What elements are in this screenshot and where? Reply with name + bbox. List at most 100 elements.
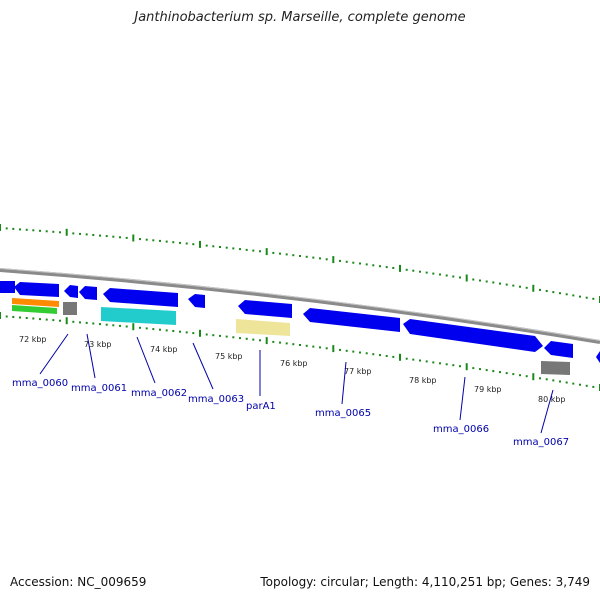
minor-tick (445, 363, 448, 366)
leader-line (459, 376, 466, 421)
minor-tick (85, 321, 88, 324)
leader-line (136, 336, 156, 384)
minor-tick (425, 360, 428, 363)
minor-tick (372, 353, 375, 356)
minor-tick (385, 355, 388, 357)
minor-tick (432, 272, 435, 275)
gene-label-mma-0065[interactable]: mma_0065 (315, 408, 371, 419)
minor-tick (379, 265, 381, 268)
minor-tick (92, 234, 95, 236)
minor-tick (572, 382, 575, 385)
feature-green[interactable] (12, 305, 57, 314)
minor-tick (165, 240, 168, 243)
major-tick (465, 363, 468, 371)
genome-backbone-highlight (0, 268, 600, 341)
minor-tick (512, 284, 515, 287)
gene-arrow[interactable] (188, 294, 205, 308)
minor-tick (299, 255, 301, 257)
minor-tick (585, 296, 588, 299)
gene-label-mma-0066[interactable]: mma_0066 (433, 424, 489, 435)
minor-tick (5, 227, 8, 230)
minor-tick (212, 245, 215, 248)
minor-tick (172, 241, 175, 244)
major-tick (399, 353, 401, 361)
major-tick (65, 317, 68, 325)
minor-tick (285, 342, 288, 345)
minor-tick (339, 259, 341, 262)
minor-tick (32, 317, 35, 320)
feature-gray[interactable] (63, 302, 77, 315)
gene-arrow[interactable] (238, 300, 292, 318)
gene-arrow[interactable] (14, 282, 59, 297)
major-tick (65, 228, 68, 236)
feature-orange[interactable] (12, 298, 59, 307)
gene-arrows (0, 281, 600, 363)
minor-tick (392, 267, 395, 269)
minor-tick (145, 238, 148, 241)
minor-tick (485, 280, 488, 283)
gene-leader-lines (39, 333, 554, 434)
minor-tick (459, 365, 461, 368)
kbp-label: 73 kbp (84, 340, 112, 349)
minor-tick (505, 372, 508, 375)
leader-line (86, 333, 96, 379)
minor-tick (579, 383, 581, 386)
feature-yellow[interactable] (236, 319, 290, 336)
gene-arrow[interactable] (103, 288, 178, 307)
minor-tick (192, 332, 195, 335)
minor-tick (579, 295, 581, 298)
minor-tick (45, 318, 48, 321)
feature-gray[interactable] (541, 361, 570, 375)
minor-tick (305, 255, 308, 258)
minor-tick (99, 234, 101, 237)
minor-tick (112, 235, 115, 238)
minor-tick (425, 271, 428, 274)
minor-tick (205, 244, 208, 247)
minor-tick (152, 239, 155, 242)
minor-tick (205, 333, 208, 336)
minor-tick (12, 316, 15, 318)
minor-tick (445, 274, 448, 277)
minor-tick (459, 276, 461, 279)
minor-tick (319, 346, 321, 349)
minor-tick (352, 350, 355, 353)
major-tick (399, 264, 401, 272)
minor-tick (292, 254, 295, 257)
gene-label-mma-0062[interactable]: mma_0062 (131, 388, 187, 399)
minor-tick (412, 358, 415, 361)
minor-tick (545, 378, 548, 381)
minor-tick (405, 268, 408, 271)
minor-tick (145, 327, 148, 330)
minor-tick (559, 292, 561, 295)
gene-label-mma-0063[interactable]: mma_0063 (188, 394, 244, 405)
minor-tick (239, 337, 241, 340)
gene-arrow[interactable] (303, 308, 400, 332)
kbp-scale-labels: 72 kbp 73 kbp 74 kbp 75 kbp 76 kbp 77 kb… (19, 335, 566, 404)
feature-cyan[interactable] (101, 307, 176, 325)
gene-arrow[interactable] (544, 341, 573, 358)
gene-arrow[interactable] (79, 286, 97, 300)
gene-arrow[interactable] (64, 285, 78, 298)
minor-tick (259, 250, 261, 253)
gene-label-mma-0060[interactable]: mma_0060 (12, 378, 68, 389)
gene-label-mma-0067[interactable]: mma_0067 (513, 437, 569, 448)
kbp-label: 75 kbp (215, 352, 243, 361)
gene-arrow[interactable] (403, 319, 543, 352)
minor-tick (272, 340, 275, 343)
minor-tick (325, 258, 328, 261)
gene-arrow[interactable] (596, 351, 600, 363)
major-tick (0, 312, 1, 319)
minor-tick (39, 229, 41, 232)
kbp-label: 79 kbp (474, 385, 502, 394)
gene-label-mma-0061[interactable]: mma_0061 (71, 383, 127, 394)
major-tick (0, 224, 1, 231)
gene-label-para1[interactable]: parA1 (246, 401, 276, 412)
minor-tick (165, 329, 168, 332)
minor-tick (492, 370, 495, 373)
minor-tick (352, 261, 355, 264)
minor-tick (292, 343, 295, 346)
gene-labels: mma_0060 mma_0061 mma_0062 mma_0063 parA… (12, 378, 569, 448)
minor-tick (552, 379, 555, 382)
minor-tick (539, 288, 541, 291)
gene-arrow[interactable] (0, 281, 15, 293)
